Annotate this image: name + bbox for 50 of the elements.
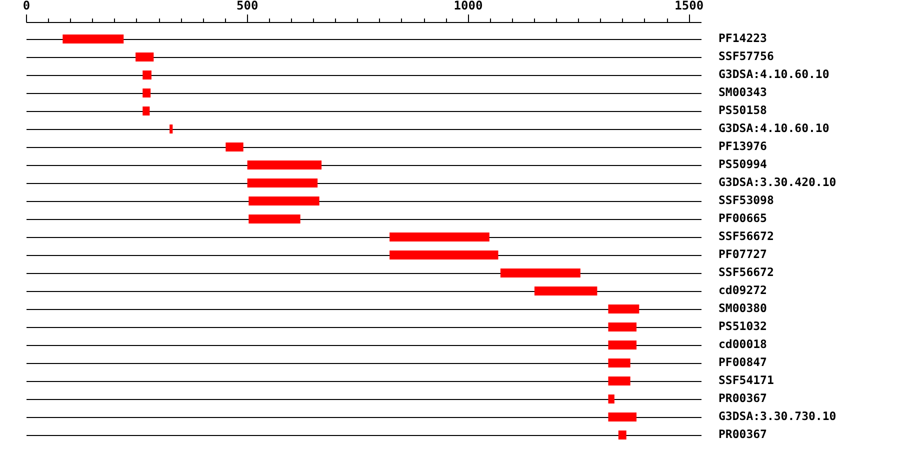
x-tick-label: 1000 xyxy=(454,0,483,12)
bar xyxy=(247,160,322,170)
y-tick-label: SM00380 xyxy=(718,301,768,315)
y-tick-label: PF07727 xyxy=(718,247,768,261)
y-tick-label: PF00847 xyxy=(718,355,768,369)
y-tick-label: PF13976 xyxy=(718,139,768,153)
bar xyxy=(248,196,320,206)
y-tick-label: cd09272 xyxy=(718,283,767,297)
bar xyxy=(142,106,150,116)
y-tick-label: SSF56672 xyxy=(718,229,774,243)
y-tick-label: PF00665 xyxy=(718,211,768,225)
bar xyxy=(62,34,124,44)
bar xyxy=(247,178,318,188)
bar xyxy=(608,412,637,422)
y-tick-label: cd00018 xyxy=(718,337,768,351)
bar xyxy=(608,358,630,368)
bar xyxy=(608,340,637,350)
bar xyxy=(608,304,640,314)
y-tick-label: PS50158 xyxy=(718,103,768,117)
y-tick-label: G3DSA:3.30.420.10 xyxy=(718,175,836,189)
y-tick-label: G3DSA:4.10.60.10 xyxy=(718,121,830,135)
bar xyxy=(534,286,598,296)
x-tick-label: 1500 xyxy=(674,0,704,12)
y-tick-label: SSF57756 xyxy=(718,49,774,63)
y-tick-label: PR00367 xyxy=(718,391,768,405)
y-tick-label: SSF53098 xyxy=(718,193,774,207)
bar xyxy=(390,232,490,242)
bar xyxy=(618,430,626,440)
y-tick-label: PS51032 xyxy=(718,319,767,333)
bar xyxy=(500,268,580,278)
bar xyxy=(390,250,498,260)
bar xyxy=(248,214,300,224)
bar xyxy=(608,376,630,386)
y-tick-label: PS50994 xyxy=(718,157,768,171)
y-tick-label: PF14223 xyxy=(718,31,768,45)
x-tick-label: 500 xyxy=(236,0,258,12)
y-tick-label: G3DSA:4.10.60.10 xyxy=(718,67,830,81)
x-tick-label: 0 xyxy=(22,0,30,12)
y-tick-label: SSF56672 xyxy=(718,265,774,279)
y-tick-label: G3DSA:3.30.730.10 xyxy=(718,409,836,423)
bar xyxy=(142,88,151,98)
bar xyxy=(136,52,154,62)
bar xyxy=(226,142,244,152)
y-tick-label: SM00343 xyxy=(718,85,768,99)
bar xyxy=(170,124,173,134)
y-tick-label: SSF54171 xyxy=(718,373,774,387)
bar xyxy=(608,322,637,332)
bar xyxy=(142,70,152,80)
y-tick-label: PR00367 xyxy=(718,427,768,441)
bar xyxy=(608,394,614,404)
